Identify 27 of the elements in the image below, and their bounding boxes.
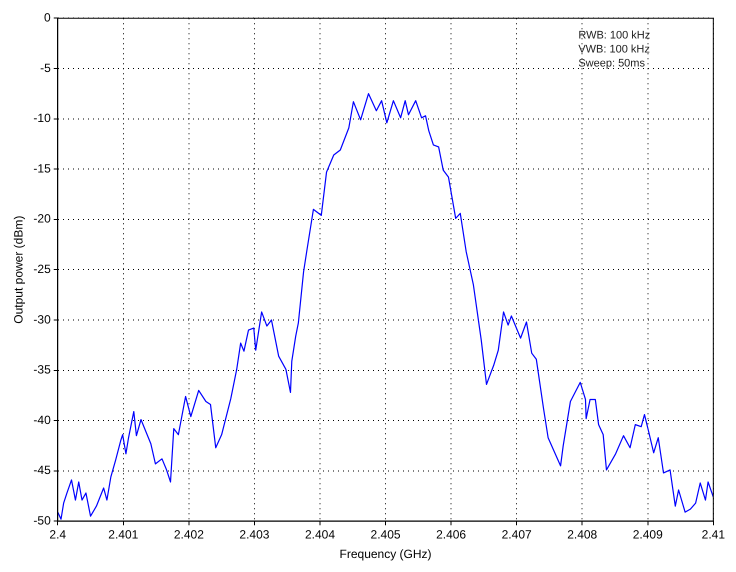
- y-tick-label: 0: [44, 10, 52, 25]
- y-tick-label: -15: [33, 161, 52, 176]
- x-tick-label: 2.41: [702, 528, 726, 542]
- y-tick-label: -10: [33, 111, 52, 126]
- x-tick-label: 2.407: [502, 528, 532, 542]
- x-tick-label: 2.406: [436, 528, 466, 542]
- y-tick-label: -20: [33, 212, 52, 226]
- x-tick-label: 2.4: [49, 528, 66, 542]
- x-tick-label: 2.409: [632, 528, 664, 542]
- annotation: VWB: 100 kHz: [578, 44, 650, 56]
- x-tick-label: 2.404: [304, 528, 336, 542]
- annotation: Sweep: 50ms: [578, 58, 646, 70]
- y-tick-label: -5: [40, 60, 52, 75]
- x-axis-title: Frequency (GHz): [340, 547, 432, 562]
- x-tick-label: 2.402: [174, 528, 204, 542]
- y-tick-label: -30: [33, 312, 52, 326]
- x-tick-label: 2.405: [370, 528, 401, 542]
- x-tick-label: 2.408: [567, 528, 598, 542]
- y-tick-label: -35: [33, 362, 52, 377]
- y-tick-label: -40: [33, 412, 52, 427]
- y-tick-label: -50: [33, 514, 52, 528]
- x-tick-label: 2.403: [239, 528, 270, 542]
- y-tick-label: -25: [33, 262, 52, 276]
- annotation: RWB: 100 kHz: [578, 30, 650, 42]
- y-axis-title: Output power (dBm): [12, 216, 26, 324]
- x-tick-label: 2.401: [108, 528, 139, 542]
- y-tick-label: -45: [33, 463, 52, 478]
